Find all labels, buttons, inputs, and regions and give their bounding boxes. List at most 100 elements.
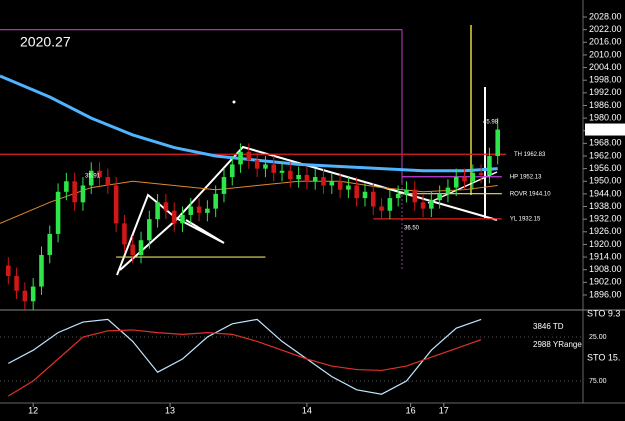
candle-body — [80, 185, 86, 203]
candle-body — [279, 170, 285, 173]
candle-body — [88, 170, 94, 186]
candle-body — [30, 286, 36, 302]
candle-body — [6, 265, 11, 277]
candle-body — [147, 219, 152, 241]
chart-title: 2020.27 — [20, 34, 71, 50]
indicator-label: STO 15. — [587, 352, 620, 362]
candle-body — [163, 202, 169, 211]
candle-body — [105, 177, 111, 186]
candle-body — [254, 160, 260, 169]
y-tick-label: 1980.00 — [589, 112, 622, 122]
candle-body — [155, 202, 160, 220]
y-tick-label: 1998.00 — [589, 75, 622, 85]
candle-body — [437, 193, 442, 201]
candle-body — [346, 185, 351, 190]
y-tick-label: 1926.00 — [589, 226, 622, 236]
y-tick-label: 2016.00 — [589, 37, 622, 47]
oscillator-line — [7, 329, 482, 397]
candle-body — [445, 187, 451, 194]
level-label: TH 1962.83 — [514, 152, 546, 158]
x-tick-label: 16 — [406, 405, 416, 415]
candle-body — [462, 177, 467, 182]
y-tick-label: 2028.00 — [589, 11, 622, 21]
y-tick-label: 1932.00 — [589, 214, 622, 224]
candle-body — [329, 181, 335, 186]
candle-body — [171, 210, 177, 224]
pattern-line — [119, 145, 498, 271]
candle-body — [470, 172, 476, 182]
candle-body — [387, 198, 393, 211]
candle-body — [196, 206, 202, 213]
oscillator-line — [8, 318, 482, 395]
candle-body — [321, 177, 326, 186]
candle-body — [122, 223, 127, 245]
y-tick-label: 1920.00 — [589, 239, 622, 249]
level-label: ROVR 1944.10 — [510, 191, 551, 197]
candle-body — [412, 189, 418, 203]
y-tick-label: 1902.00 — [589, 277, 622, 287]
candle-body — [14, 276, 19, 291]
y-tick-label: 1950.00 — [589, 176, 622, 186]
y-tick-label: 75.00 — [589, 378, 607, 385]
candle-body — [296, 174, 301, 180]
candle-body — [64, 181, 69, 192]
annotation: 35.91 — [85, 174, 101, 180]
candle-body — [213, 193, 218, 209]
y-tick-label: 1968.00 — [589, 138, 622, 148]
x-tick-label: 13 — [165, 405, 175, 415]
plot: 2028.00 2022.00 2016.00 2010.00 2004.00 1998.… — [0, 11, 625, 415]
candle-body — [130, 244, 136, 255]
y-tick-label: 1944.00 — [589, 188, 622, 198]
y-tick-label: 25.00 — [589, 334, 607, 341]
candle-body — [138, 240, 144, 255]
candle-body — [180, 214, 185, 224]
marker-dot — [232, 100, 236, 104]
candle-body — [263, 164, 268, 169]
candle-body — [22, 290, 28, 302]
candle-body — [379, 206, 384, 211]
x-tick-label: 17 — [439, 405, 449, 415]
x-tick-label: 14 — [302, 405, 312, 415]
candle-body — [229, 164, 235, 178]
annotation: 36.50 — [404, 226, 420, 232]
candle-body — [362, 191, 368, 199]
y-tick-label: 1938.00 — [589, 201, 622, 211]
candle-body — [312, 177, 318, 182]
candle-body — [453, 177, 459, 188]
annotation: 2988 YRange — [533, 340, 582, 349]
y-tick-label: 1986.00 — [589, 100, 622, 110]
candle-body — [370, 191, 376, 207]
candle-body — [47, 233, 53, 255]
pattern-line — [175, 217, 225, 244]
candle-body — [72, 181, 77, 203]
candle-body — [221, 177, 227, 194]
y-tick-label: 2004.00 — [589, 62, 622, 72]
candle-body — [478, 172, 484, 175]
candle-body — [354, 185, 359, 199]
candle-body — [113, 185, 119, 224]
y-tick-label: 1914.00 — [589, 251, 622, 261]
candle-body — [395, 193, 401, 199]
candle-body — [495, 129, 500, 156]
y-tick-label: 1962.00 — [589, 150, 622, 160]
y-tick-label: 2010.00 — [589, 49, 622, 59]
y-tick-label: 2022.00 — [589, 24, 622, 34]
candle-body — [188, 206, 194, 215]
candle-body — [304, 174, 310, 182]
candle-body — [205, 208, 210, 213]
candle-body — [55, 191, 61, 234]
y-tick-label: 1896.00 — [589, 289, 622, 299]
y-tick-label: 1956.00 — [589, 163, 622, 173]
candle-body — [97, 170, 102, 178]
y-tick-label: 1992.00 — [589, 87, 622, 97]
annotation: 3846 TD — [533, 322, 564, 331]
candle-body — [246, 151, 252, 161]
indicator-label: STO 9.3 — [587, 308, 620, 318]
x-tick-label: 12 — [28, 405, 38, 415]
candle-body — [288, 170, 293, 180]
annotation: 45.98 — [483, 120, 499, 126]
y-tick-label: 1908.00 — [589, 264, 622, 274]
candle-body — [420, 202, 426, 209]
candle-body — [271, 164, 277, 173]
